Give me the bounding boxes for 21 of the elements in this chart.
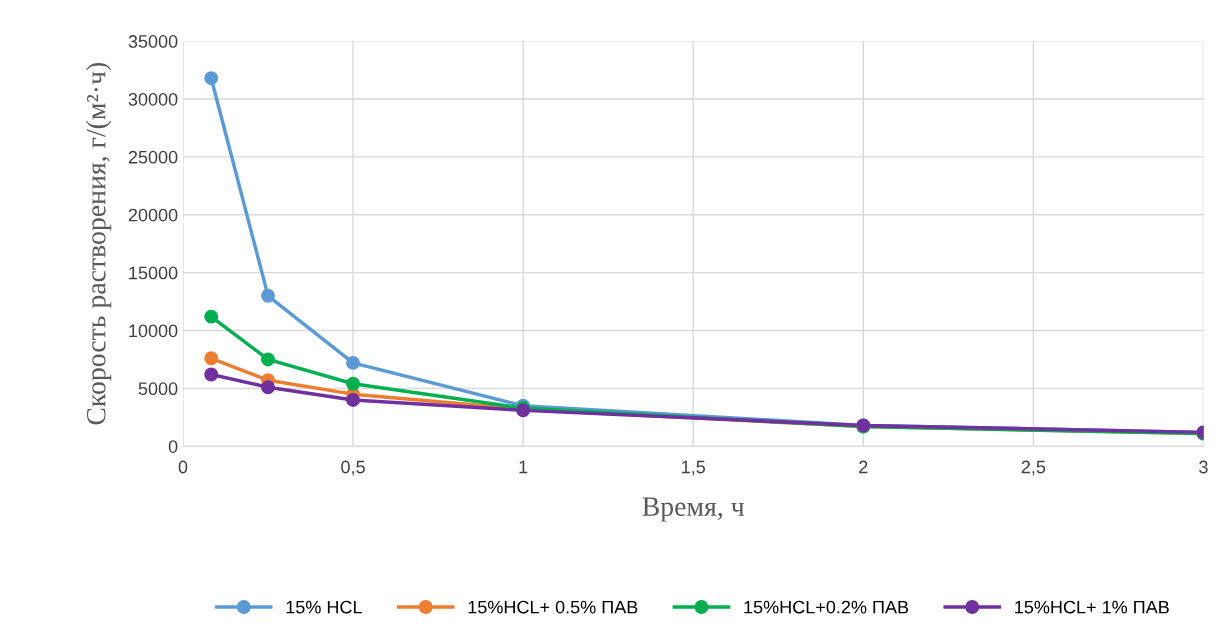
x-tick-label: 2 bbox=[859, 460, 868, 474]
y-tick-label: 5000 bbox=[138, 382, 178, 396]
y-tick-label: 25000 bbox=[128, 150, 178, 164]
y-tick-label: 30000 bbox=[128, 92, 178, 106]
y-tick-label: 10000 bbox=[129, 324, 178, 338]
x-tick-label: 3 bbox=[1199, 460, 1208, 474]
x-tick-label: 0 bbox=[178, 460, 188, 474]
legend-label: 15%HCL+ 0.5% ПАВ bbox=[468, 600, 638, 614]
legend-label: 15% HCL bbox=[286, 600, 362, 614]
legend-label: 15%HCL+0.2% ПАВ bbox=[744, 600, 909, 614]
legend-label: 15%HCL+ 1% ПАВ bbox=[1015, 600, 1169, 614]
y-tick-label: 0 bbox=[168, 440, 178, 453]
x-tick-label: 0,5 bbox=[341, 460, 365, 476]
y-tick-label: 35000 bbox=[128, 35, 178, 48]
x-tick-label: 2,5 bbox=[1021, 460, 1046, 476]
y-tick-label: 15000 bbox=[129, 266, 178, 280]
y-axis-title: Скорость растворения, г/(м²·ч) bbox=[86, 62, 112, 425]
x-axis-title: Время, ч bbox=[642, 497, 745, 522]
x-tick-label: 1,5 bbox=[682, 460, 705, 476]
y-tick-label: 20000 bbox=[128, 208, 178, 222]
x-tick-label: 1 bbox=[519, 460, 528, 474]
